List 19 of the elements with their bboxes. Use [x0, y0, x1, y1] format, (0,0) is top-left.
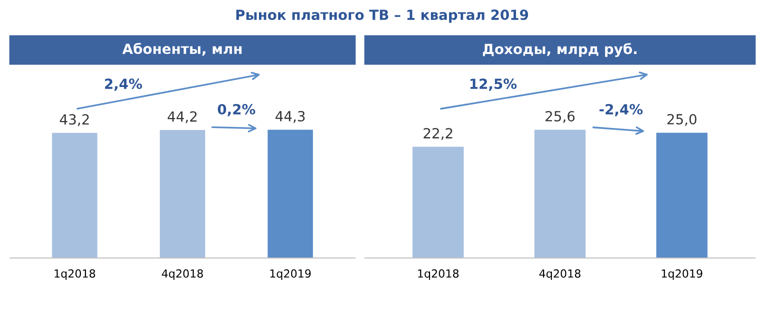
text: -2,4% [600, 104, 643, 116]
data-label: 43,2 [60, 114, 89, 126]
x-tick-label: 1q2019 [270, 269, 311, 280]
x-tick-label: 4q2018 [162, 269, 203, 280]
x-tick-label: 1q2018 [418, 269, 459, 280]
data-label: 44,2 [168, 111, 197, 124]
data-label: 44,3 [276, 110, 305, 123]
chart-subtitle: Доходы, млрд руб. [482, 43, 636, 57]
data-label: 25,0 [667, 114, 696, 126]
x-tick-label: 1q2018 [54, 269, 96, 280]
text: 0,2% [218, 104, 256, 116]
chart-subtitle: Абоненты, млн [122, 42, 242, 56]
x-tick-label: 1q2019 [662, 269, 702, 280]
chart-title: Рынок платного ТВ – 1 квартал 2019 [236, 10, 528, 23]
data-label: 22,2 [424, 128, 452, 140]
x-tick-label: 4q2018 [539, 269, 580, 280]
text: 12,5% [470, 78, 517, 91]
data-label: 25,6 [546, 110, 575, 123]
text: 2,4% [105, 78, 142, 91]
